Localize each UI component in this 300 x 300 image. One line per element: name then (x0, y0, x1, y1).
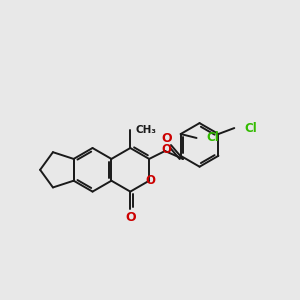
Text: Cl: Cl (244, 122, 257, 135)
Text: O: O (145, 174, 155, 187)
Text: Cl: Cl (206, 131, 219, 145)
Text: O: O (125, 211, 136, 224)
Text: CH₃: CH₃ (135, 125, 156, 135)
Text: O: O (162, 132, 172, 145)
Text: O: O (161, 142, 171, 155)
